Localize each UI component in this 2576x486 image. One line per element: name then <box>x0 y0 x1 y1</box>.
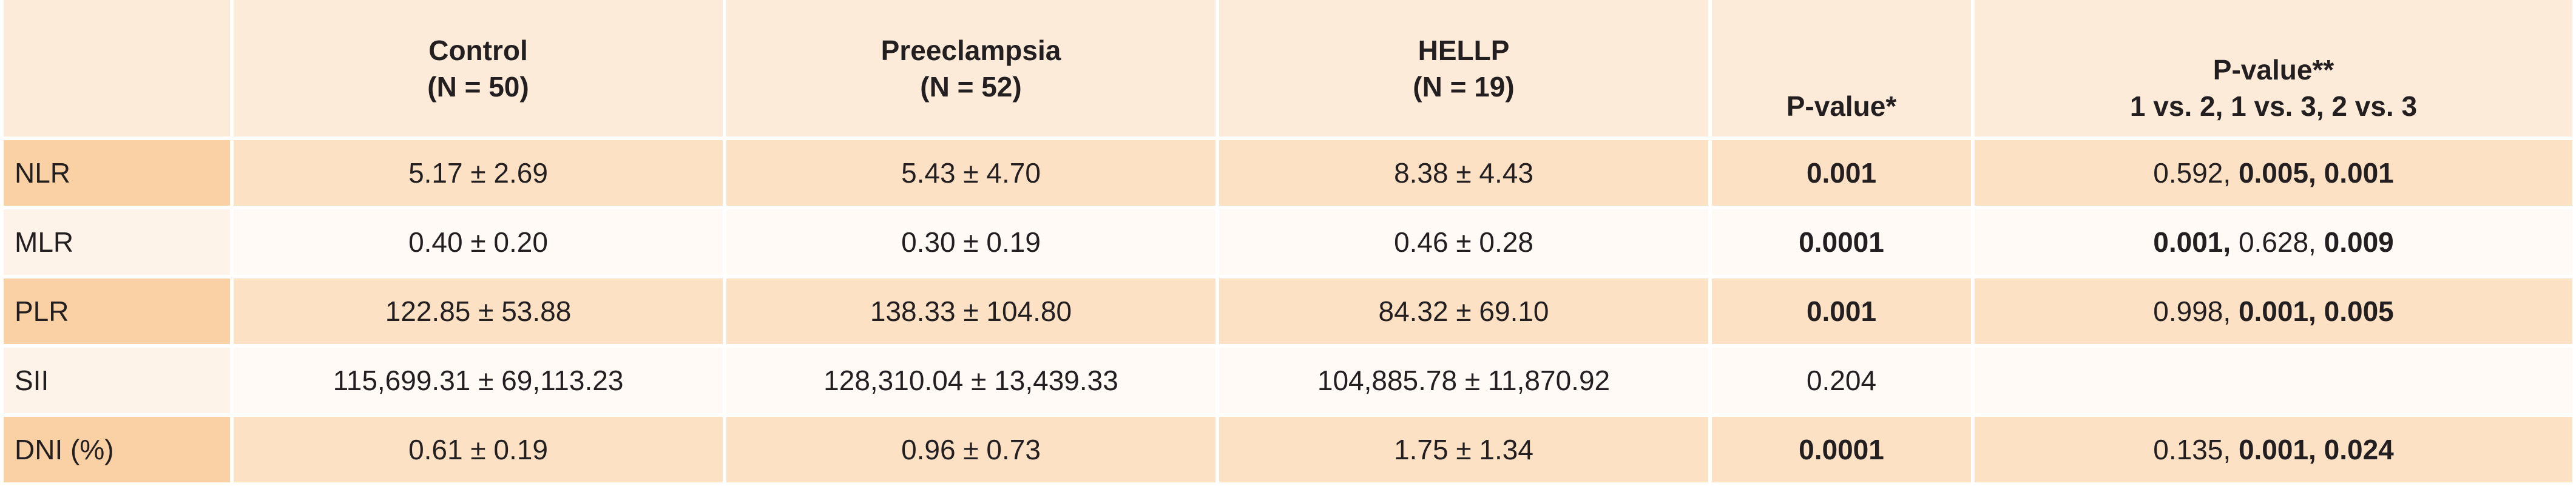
header-text: P-value* <box>1786 90 1897 122</box>
p-value: 0.0001 <box>1799 226 1884 258</box>
pairwise-p-value: 0.001 <box>2324 157 2394 189</box>
pairwise-p-value: 0.001, <box>2153 226 2239 258</box>
pairwise-p-value: 0.005 <box>2324 295 2394 327</box>
pairwise-p-value: 0.592, <box>2153 157 2239 189</box>
pairwise-p-value: 0.001, <box>2238 434 2324 465</box>
header-text: Preeclampsia <box>881 34 1061 66</box>
pairwise-cell <box>1975 348 2572 413</box>
header-text: (N = 52) <box>920 70 1022 103</box>
row: DNI (%) 0.61 ± 0.19 0.96 ± 0.73 1.75 ± 1.34… <box>4 417 2572 482</box>
pairwise-cell: 0.998, 0.001, 0.005 <box>1975 278 2572 344</box>
pairwise-p-value: 0.998, <box>2153 295 2239 327</box>
value-cell: 5.17 ± 2.69 <box>234 140 723 206</box>
header-cell <box>4 0 230 137</box>
pairwise-p-value: 0.001, <box>2238 295 2324 327</box>
p-value: 0.204 <box>1806 365 1877 396</box>
value-cell: 84.32 ± 69.10 <box>1219 278 1708 344</box>
pairwise-p-value: 0.024 <box>2324 434 2394 465</box>
pairwise-cell: 0.135, 0.001, 0.024 <box>1975 417 2572 482</box>
pairwise-p-value: 0.135, <box>2153 434 2239 465</box>
value-cell: 0.46 ± 0.28 <box>1219 209 1708 275</box>
row-label: DNI (%) <box>4 417 230 482</box>
row-label: SII <box>4 348 230 413</box>
header-cell: HELLP (N = 19) <box>1219 0 1708 137</box>
pairwise-p-value: 0.005, <box>2238 157 2324 189</box>
header-text: Control <box>428 34 528 66</box>
pairwise-cell: 0.001, 0.628, 0.009 <box>1975 209 2572 275</box>
pairwise-p-value: 0.628, <box>2238 226 2324 258</box>
value-cell: 104,885.78 ± 11,870.92 <box>1219 348 1708 413</box>
value-cell: 8.38 ± 4.43 <box>1219 140 1708 206</box>
p-value-cell: 0.0001 <box>1712 417 1971 482</box>
value-cell: 138.33 ± 104.80 <box>726 278 1215 344</box>
value-cell: 1.75 ± 1.34 <box>1219 417 1708 482</box>
row: NLR 5.17 ± 2.69 5.43 ± 4.70 8.38 ± 4.43 0.00… <box>4 140 2572 206</box>
value-cell: 0.96 ± 0.73 <box>726 417 1215 482</box>
header-text: 1 vs. 2, 1 vs. 3, 2 vs. 3 <box>2129 90 2418 122</box>
value-cell: 5.43 ± 4.70 <box>726 140 1215 206</box>
value-cell: 0.30 ± 0.19 <box>726 209 1215 275</box>
value-cell: 115,699.31 ± 69,113.23 <box>234 348 723 413</box>
header-text: P-value** <box>2213 54 2334 86</box>
p-value-cell: 0.001 <box>1712 140 1971 206</box>
p-value: 0.001 <box>1806 157 1877 189</box>
row-label: MLR <box>4 209 230 275</box>
header-text: (N = 19) <box>1413 70 1515 103</box>
p-value-cell: 0.001 <box>1712 278 1971 344</box>
row: PLR 122.85 ± 53.88 138.33 ± 104.80 84.32 ± … <box>4 278 2572 344</box>
pairwise-p-value: 0.009 <box>2324 226 2394 258</box>
p-value-cell: 0.204 <box>1712 348 1971 413</box>
row: MLR 0.40 ± 0.20 0.30 ± 0.19 0.46 ± 0.28 0.00… <box>4 209 2572 275</box>
header-row: Control (N = 50) Preeclampsia (N = 52) HELLP… <box>4 0 2572 137</box>
value-cell: 128,310.04 ± 13,439.33 <box>726 348 1215 413</box>
row-label: PLR <box>4 278 230 344</box>
value-cell: 0.40 ± 0.20 <box>234 209 723 275</box>
header-cell: P-value** 1 vs. 2, 1 vs. 3, 2 vs. 3 <box>1975 0 2572 137</box>
row: SII 115,699.31 ± 69,113.23 128,310.04 ± 13… <box>4 348 2572 413</box>
p-value: 0.001 <box>1806 295 1877 327</box>
p-value-cell: 0.0001 <box>1712 209 1971 275</box>
header-cell: Control (N = 50) <box>234 0 723 137</box>
header-cell: Preeclampsia (N = 52) <box>726 0 1215 137</box>
value-cell: 0.61 ± 0.19 <box>234 417 723 482</box>
header-text: HELLP <box>1418 34 1510 66</box>
header-text: (N = 50) <box>427 70 529 103</box>
header-cell: P-value* <box>1712 0 1971 137</box>
p-value: 0.0001 <box>1799 434 1884 465</box>
pairwise-cell: 0.592, 0.005, 0.001 <box>1975 140 2572 206</box>
value-cell: 122.85 ± 53.88 <box>234 278 723 344</box>
row-label: NLR <box>4 140 230 206</box>
